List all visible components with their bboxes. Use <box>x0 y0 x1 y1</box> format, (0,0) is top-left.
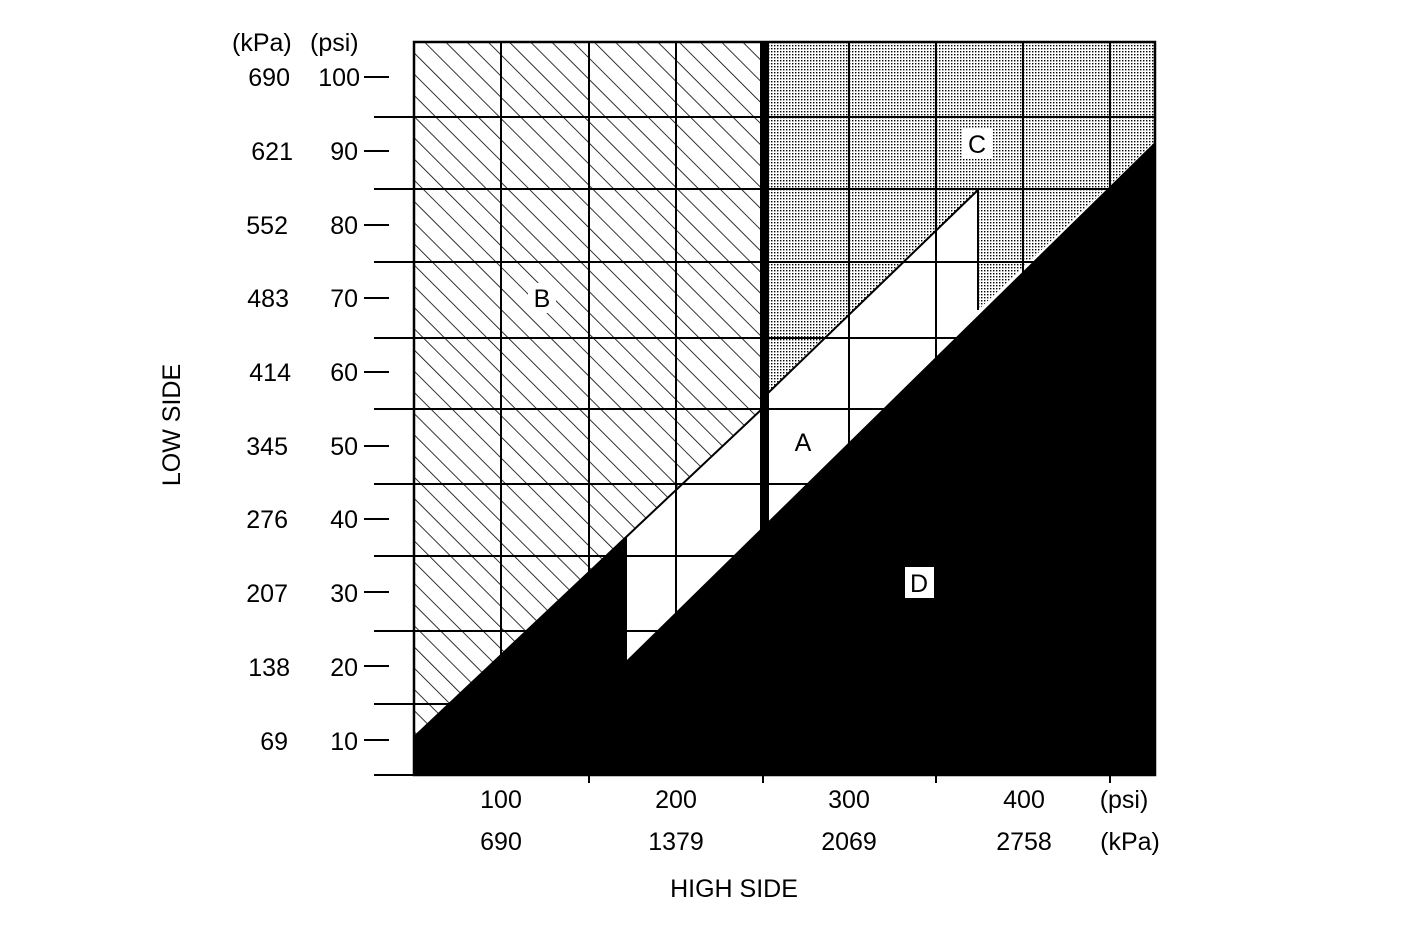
x-kpa-label: 1379 <box>648 828 704 856</box>
y-psi-label: 100 <box>318 64 360 92</box>
y-axis-title: LOW SIDE <box>158 364 186 486</box>
x-psi-label: 400 <box>1003 786 1045 814</box>
x-unit-kpa: (kPa) <box>1100 828 1160 856</box>
region-c-stippled-area <box>766 42 1155 395</box>
y-unit-kpa: (kPa) <box>232 29 292 57</box>
region-d-solid-area <box>414 142 1155 775</box>
x-psi-label: 300 <box>828 786 870 814</box>
y-kpa-label: 138 <box>248 654 290 682</box>
y-kpa-label: 276 <box>246 506 288 534</box>
x-axis-labels: 100 690 200 1379 300 2069 400 2758 <box>480 786 1052 856</box>
region-c-label-bg <box>962 129 992 159</box>
y-axis-ticks <box>364 76 389 741</box>
high-side-limit-bar <box>760 42 769 530</box>
y-psi-label: 80 <box>330 212 358 240</box>
x-axis-ticks <box>588 775 1111 783</box>
y-kpa-label: 621 <box>251 138 293 166</box>
y-psi-label: 60 <box>330 359 358 387</box>
y-psi-label: 10 <box>330 728 358 756</box>
region-d-label: D <box>910 570 928 598</box>
y-kpa-label: 345 <box>246 433 288 461</box>
x-psi-label: 100 <box>480 786 522 814</box>
y-psi-label: 90 <box>330 138 358 166</box>
y-psi-label: 50 <box>330 433 358 461</box>
region-a-label: A <box>795 429 812 457</box>
y-kpa-label: 69 <box>260 728 288 756</box>
y-psi-label: 30 <box>330 580 358 608</box>
y-kpa-label: 414 <box>249 359 291 387</box>
x-kpa-label: 2758 <box>996 828 1052 856</box>
y-axis-labels: 690 100 621 90 552 80 483 70 414 60 345 … <box>246 64 360 756</box>
x-psi-label: 200 <box>655 786 697 814</box>
x-kpa-label: 2069 <box>821 828 877 856</box>
region-b-label: B <box>534 285 551 313</box>
x-axis-title: HIGH SIDE <box>670 875 798 903</box>
region-c-label: C <box>968 131 986 159</box>
y-unit-psi: (psi) <box>310 29 359 57</box>
region-d-label-bg <box>905 567 934 598</box>
region-a-upper-boundary <box>765 189 979 396</box>
y-kpa-label: 207 <box>246 580 288 608</box>
y-psi-label: 40 <box>330 506 358 534</box>
x-unit-psi: (psi) <box>1100 786 1149 814</box>
region-b-label-bg <box>528 283 556 313</box>
y-psi-label: 20 <box>330 654 358 682</box>
x-kpa-label: 690 <box>480 828 522 856</box>
y-kpa-label: 483 <box>247 285 289 313</box>
y-psi-label: 70 <box>330 285 358 313</box>
y-kpa-label: 690 <box>248 64 290 92</box>
y-kpa-label: 552 <box>246 212 288 240</box>
